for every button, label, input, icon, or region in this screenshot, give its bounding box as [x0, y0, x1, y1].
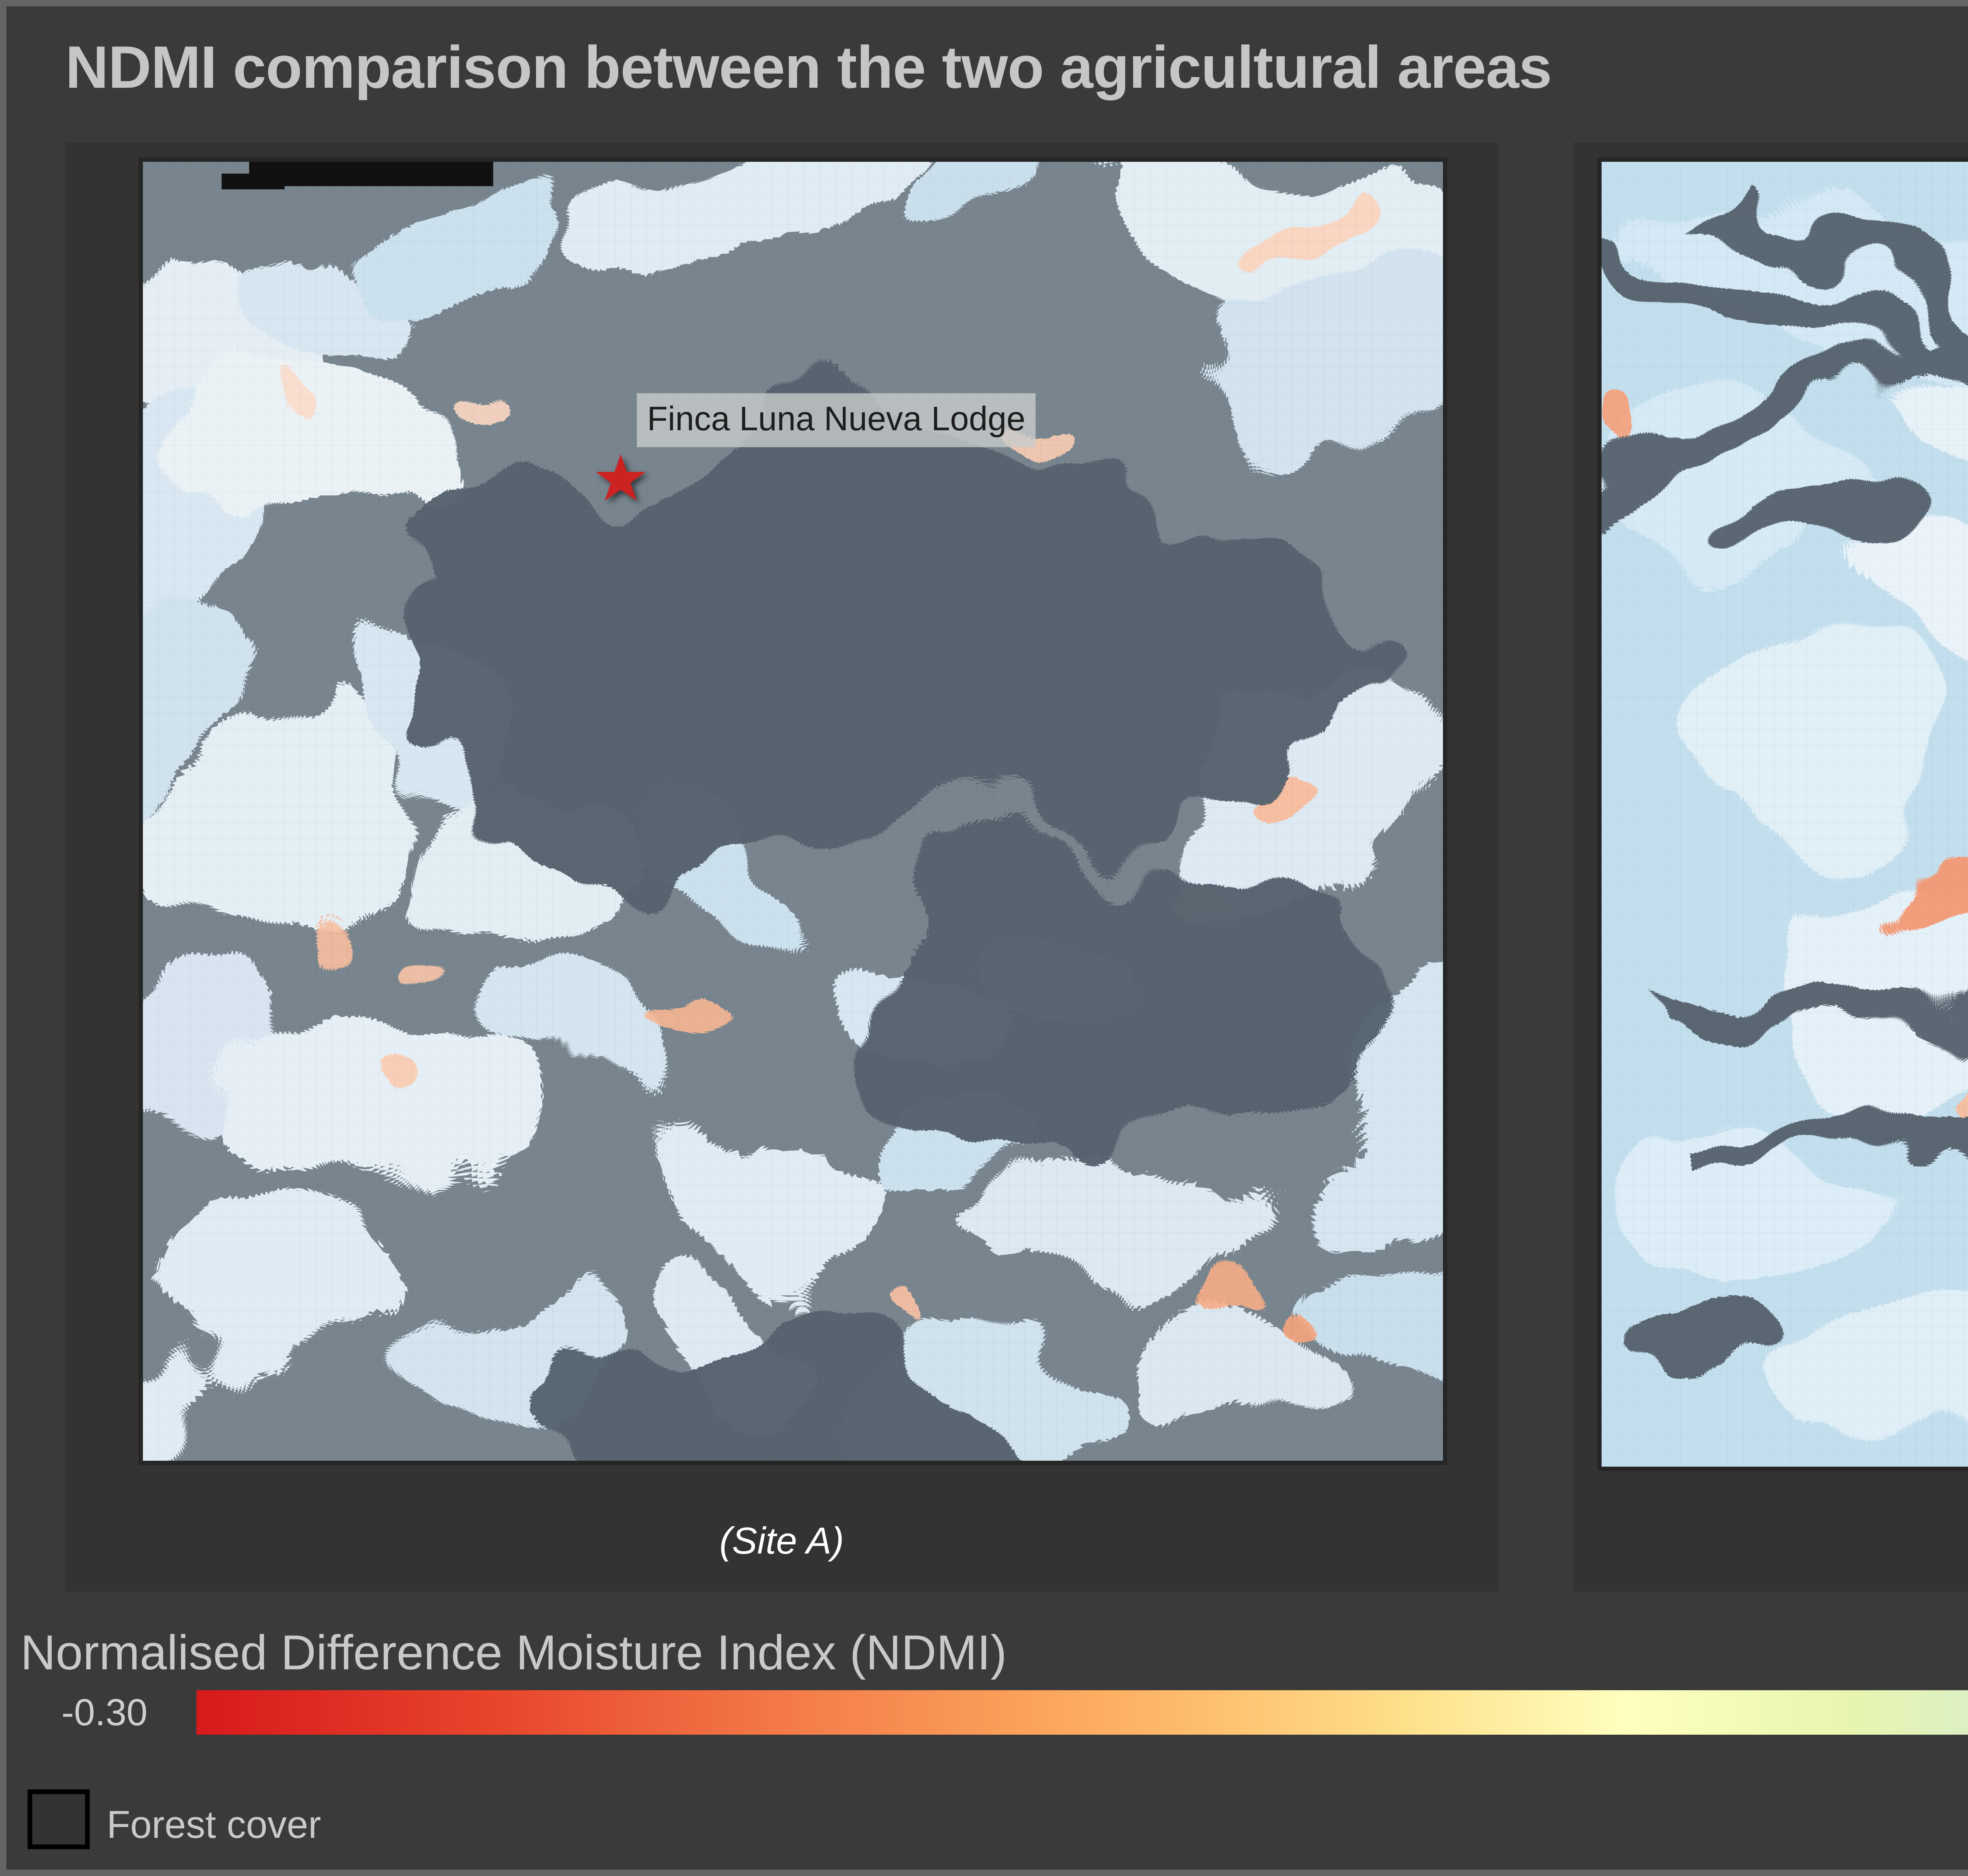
ndmi-raster-site-a [143, 162, 1443, 1461]
forest-cover-swatch [28, 1789, 90, 1849]
map-panel-site-a[interactable]: Finca Luna Nueva Lodge (Site A) [65, 142, 1498, 1592]
colorbar-title: Normalised Difference Moisture Index (ND… [20, 1625, 1007, 1681]
colorbar-gradient [196, 1690, 1968, 1735]
marker-label: Finca Luna Nueva Lodge [637, 393, 1036, 447]
header: NDMI comparison between the two agricult… [6, 6, 1968, 136]
panel-caption-site-a: (Site A) [65, 1519, 1498, 1563]
page-title: NDMI comparison between the two agricult… [65, 33, 1552, 102]
figure-canvas: NDMI comparison between the two agricult… [6, 6, 1968, 1870]
map-panel-site-b[interactable]: (Site B) 500 m [1573, 142, 1968, 1592]
map-image-site-b[interactable] [1597, 157, 1968, 1471]
star-marker-icon[interactable] [595, 453, 647, 505]
forest-cover-label: Forest cover [107, 1802, 321, 1847]
map-image-site-a[interactable]: Finca Luna Nueva Lodge [139, 157, 1447, 1465]
nodata-bar-icon-2 [222, 174, 285, 189]
ndmi-raster-site-b [1602, 162, 1968, 1467]
panel-caption-site-b: (Site B) [1392, 1519, 1968, 1563]
colorbar-min-label: -0.30 [61, 1691, 148, 1734]
nodata-bar-icon [249, 162, 493, 186]
